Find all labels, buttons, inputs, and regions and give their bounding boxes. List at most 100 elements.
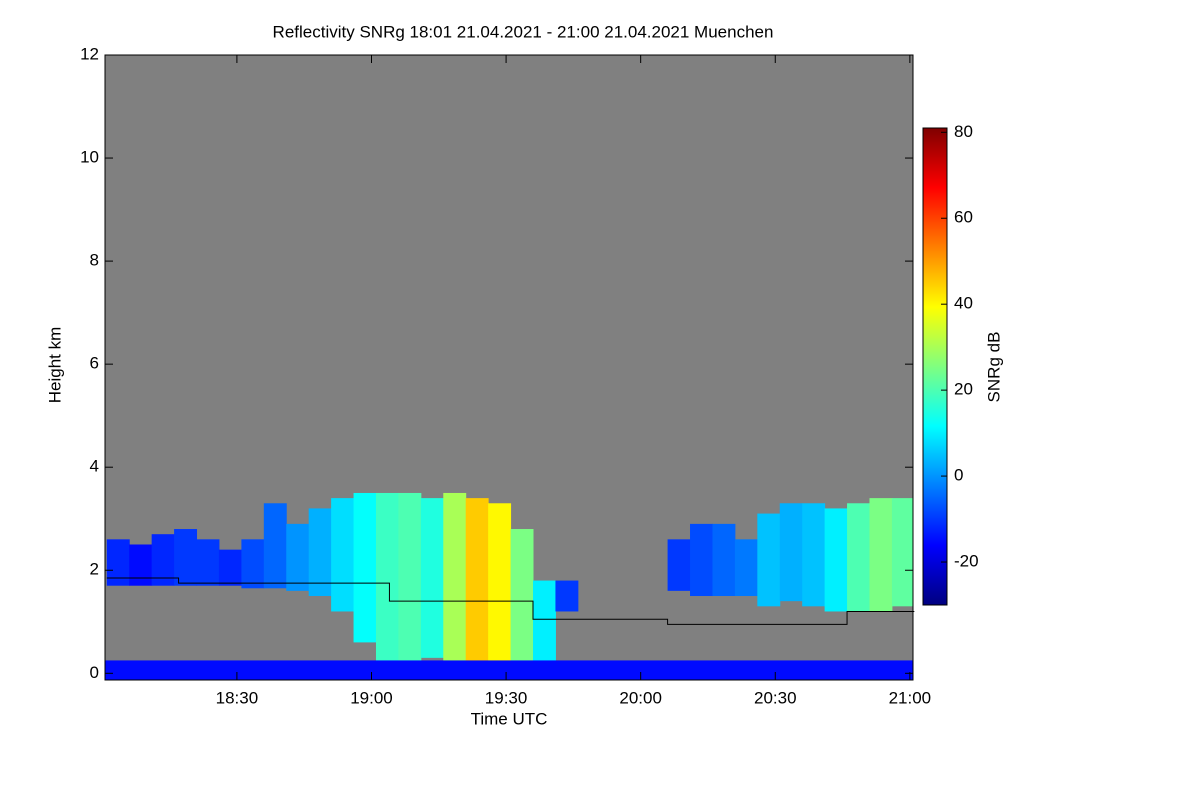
colorbar-step: [923, 306, 947, 308]
colorbar-step: [923, 146, 947, 148]
echo-cell: [667, 539, 691, 591]
colorbar-step: [923, 457, 947, 459]
colorbar-step: [923, 255, 947, 257]
colorbar-step: [923, 308, 947, 310]
colorbar-step: [923, 569, 947, 571]
colorbar-step: [923, 130, 947, 132]
colorbar-step: [923, 412, 947, 414]
colorbar-step: [923, 206, 947, 208]
colorbar-step: [923, 564, 947, 566]
colorbar-step: [923, 312, 947, 314]
colorbar-step: [923, 269, 947, 271]
colorbar-step: [923, 270, 947, 272]
colorbar-step: [923, 175, 947, 177]
colorbar-step: [923, 295, 947, 297]
colorbar-step: [923, 386, 947, 388]
colorbar-step: [923, 498, 947, 500]
echo-cell: [129, 544, 153, 586]
colorbar-step: [923, 472, 947, 474]
colorbar-step: [923, 195, 947, 197]
colorbar-step: [923, 287, 947, 289]
colorbar-step: [923, 168, 947, 170]
echo-cell: [533, 580, 556, 674]
colorbar-step: [923, 362, 947, 364]
colorbar-step: [923, 296, 947, 298]
colorbar-step: [923, 282, 947, 284]
colorbar-step: [923, 522, 947, 524]
colorbar-step: [923, 426, 947, 428]
echo-cell: [174, 529, 198, 586]
colorbar-step: [923, 173, 947, 175]
colorbar-step: [923, 561, 947, 563]
colorbar-step: [923, 329, 947, 331]
colorbar-step: [923, 371, 947, 373]
colorbar-step: [923, 540, 947, 542]
colorbar-step: [923, 570, 947, 572]
colorbar-step: [923, 167, 947, 169]
colorbar-step: [923, 529, 947, 531]
colorbar-step: [923, 220, 947, 222]
colorbar-step: [923, 543, 947, 545]
colorbar-step: [923, 448, 947, 450]
colorbar-step: [923, 298, 947, 300]
colorbar-step: [923, 274, 947, 276]
colorbar-step: [923, 192, 947, 194]
colorbar-step: [923, 414, 947, 416]
x-tick-label: 20:30: [754, 688, 797, 707]
colorbar-step: [923, 547, 947, 549]
colorbar-step: [923, 222, 947, 224]
colorbar-step: [923, 512, 947, 514]
colorbar-step: [923, 584, 947, 586]
colorbar-step: [923, 294, 947, 296]
echo-cell: [241, 539, 265, 589]
echo-cell: [869, 498, 893, 612]
colorbar-step: [923, 320, 947, 322]
colorbar-step: [923, 333, 947, 335]
colorbar-step: [923, 533, 947, 535]
colorbar-step: [923, 132, 947, 134]
colorbar-step: [923, 580, 947, 582]
colorbar-step: [923, 422, 947, 424]
echo-cell: [196, 539, 220, 586]
colorbar-step: [923, 559, 947, 561]
colorbar-step: [923, 445, 947, 447]
colorbar-step: [923, 433, 947, 435]
colorbar-step: [923, 234, 947, 236]
colorbar-step: [923, 193, 947, 195]
colorbar-step: [923, 288, 947, 290]
colorbar-step: [923, 434, 947, 436]
colorbar-step: [923, 200, 947, 202]
colorbar-step: [923, 256, 947, 258]
colorbar-step: [923, 435, 947, 437]
colorbar-step: [923, 415, 947, 417]
colorbar-step: [923, 226, 947, 228]
colorbar-step: [923, 431, 947, 433]
colorbar-step: [923, 440, 947, 442]
colorbar-step: [923, 359, 947, 361]
colorbar-step: [923, 381, 947, 383]
colorbar-step: [923, 207, 947, 209]
colorbar-step: [923, 430, 947, 432]
colorbar-step: [923, 380, 947, 382]
colorbar-step: [923, 303, 947, 305]
colorbar-step: [923, 349, 947, 351]
colorbar-step: [923, 334, 947, 336]
colorbar-step: [923, 537, 947, 539]
colorbar-step: [923, 317, 947, 319]
colorbar-step: [923, 186, 947, 188]
colorbar-step: [923, 441, 947, 443]
x-tick-label: 19:00: [350, 688, 393, 707]
colorbar-step: [923, 353, 947, 355]
colorbar-step: [923, 374, 947, 376]
colorbar-step: [923, 355, 947, 357]
colorbar-step: [923, 241, 947, 243]
colorbar-step: [923, 271, 947, 273]
colorbar-step: [923, 449, 947, 451]
colorbar-step: [923, 357, 947, 359]
colorbar-step: [923, 319, 947, 321]
colorbar-step: [923, 259, 947, 261]
colorbar-step: [923, 486, 947, 488]
colorbar-step: [923, 228, 947, 230]
colorbar-step: [923, 590, 947, 592]
